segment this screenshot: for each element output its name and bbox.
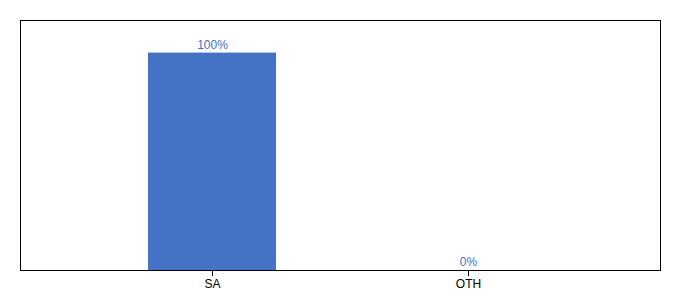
svg-text:OTH: OTH [456,277,481,291]
svg-text:0%: 0% [460,255,478,269]
svg-text:SA: SA [204,277,220,291]
svg-text:100%: 100% [197,38,228,52]
